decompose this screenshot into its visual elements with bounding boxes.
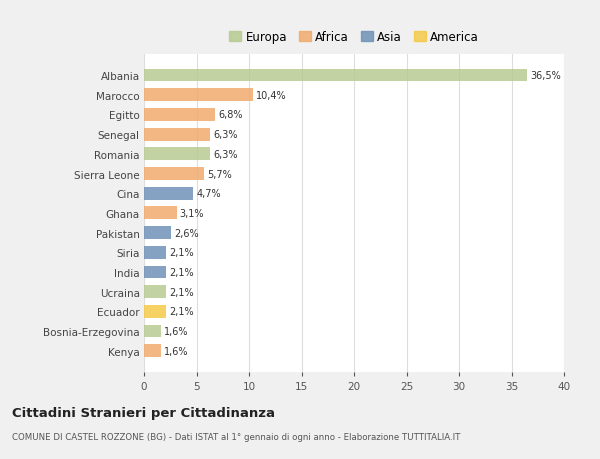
Bar [144,129,210,141]
Text: 5,7%: 5,7% [207,169,232,179]
Text: 2,1%: 2,1% [169,248,194,258]
Bar [144,285,166,298]
Text: 6,3%: 6,3% [214,150,238,159]
Bar [144,148,210,161]
Text: 3,1%: 3,1% [180,208,204,218]
Text: Cittadini Stranieri per Cittadinanza: Cittadini Stranieri per Cittadinanza [12,406,275,419]
Bar [144,207,176,220]
Bar [144,89,253,102]
Bar [144,109,215,122]
Bar [144,187,193,200]
Bar [144,266,166,279]
Bar [144,227,172,240]
Text: 2,1%: 2,1% [169,287,194,297]
Text: 2,6%: 2,6% [175,228,199,238]
Bar [144,168,204,180]
Text: 36,5%: 36,5% [530,71,561,81]
Bar [144,325,161,338]
Text: 2,1%: 2,1% [169,268,194,277]
Text: 10,4%: 10,4% [256,90,287,101]
Text: 2,1%: 2,1% [169,307,194,317]
Text: 1,6%: 1,6% [164,346,188,356]
Bar [144,69,527,82]
Text: 1,6%: 1,6% [164,326,188,336]
Text: 6,3%: 6,3% [214,130,238,140]
Text: 6,8%: 6,8% [218,110,243,120]
Text: COMUNE DI CASTEL ROZZONE (BG) - Dati ISTAT al 1° gennaio di ogni anno - Elaboraz: COMUNE DI CASTEL ROZZONE (BG) - Dati IST… [12,432,460,442]
Bar [144,305,166,318]
Text: 4,7%: 4,7% [197,189,221,199]
Bar [144,345,161,358]
Legend: Europa, Africa, Asia, America: Europa, Africa, Asia, America [224,26,484,49]
Bar [144,246,166,259]
